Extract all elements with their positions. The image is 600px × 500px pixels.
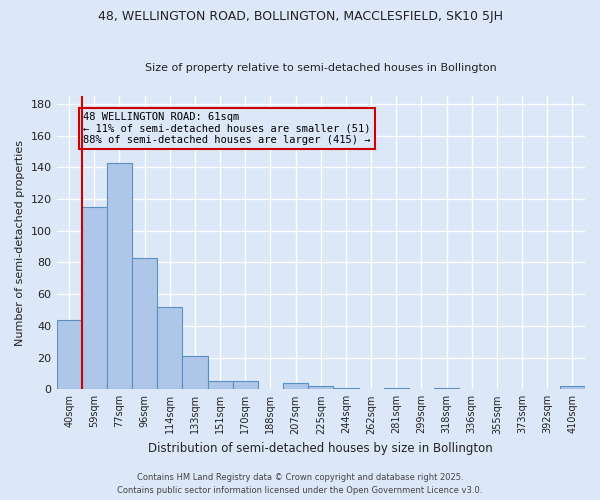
Bar: [383, 388, 409, 390]
Bar: [107, 162, 132, 390]
Title: Size of property relative to semi-detached houses in Bollington: Size of property relative to semi-detach…: [145, 63, 497, 73]
Y-axis label: Number of semi-detached properties: Number of semi-detached properties: [15, 140, 25, 346]
Text: 48 WELLINGTON ROAD: 61sqm
← 11% of semi-detached houses are smaller (51)
88% of : 48 WELLINGTON ROAD: 61sqm ← 11% of semi-…: [83, 112, 370, 145]
Bar: [56, 320, 82, 390]
X-axis label: Distribution of semi-detached houses by size in Bollington: Distribution of semi-detached houses by …: [148, 442, 493, 455]
Bar: [308, 386, 334, 390]
Bar: [560, 386, 585, 390]
Bar: [82, 207, 107, 390]
Bar: [334, 388, 359, 390]
Bar: [157, 307, 182, 390]
Bar: [132, 258, 157, 390]
Text: Contains HM Land Registry data © Crown copyright and database right 2025.
Contai: Contains HM Land Registry data © Crown c…: [118, 474, 482, 495]
Bar: [434, 388, 459, 390]
Bar: [182, 356, 208, 390]
Text: 48, WELLINGTON ROAD, BOLLINGTON, MACCLESFIELD, SK10 5JH: 48, WELLINGTON ROAD, BOLLINGTON, MACCLES…: [97, 10, 503, 23]
Bar: [233, 382, 258, 390]
Bar: [208, 382, 233, 390]
Bar: [283, 383, 308, 390]
